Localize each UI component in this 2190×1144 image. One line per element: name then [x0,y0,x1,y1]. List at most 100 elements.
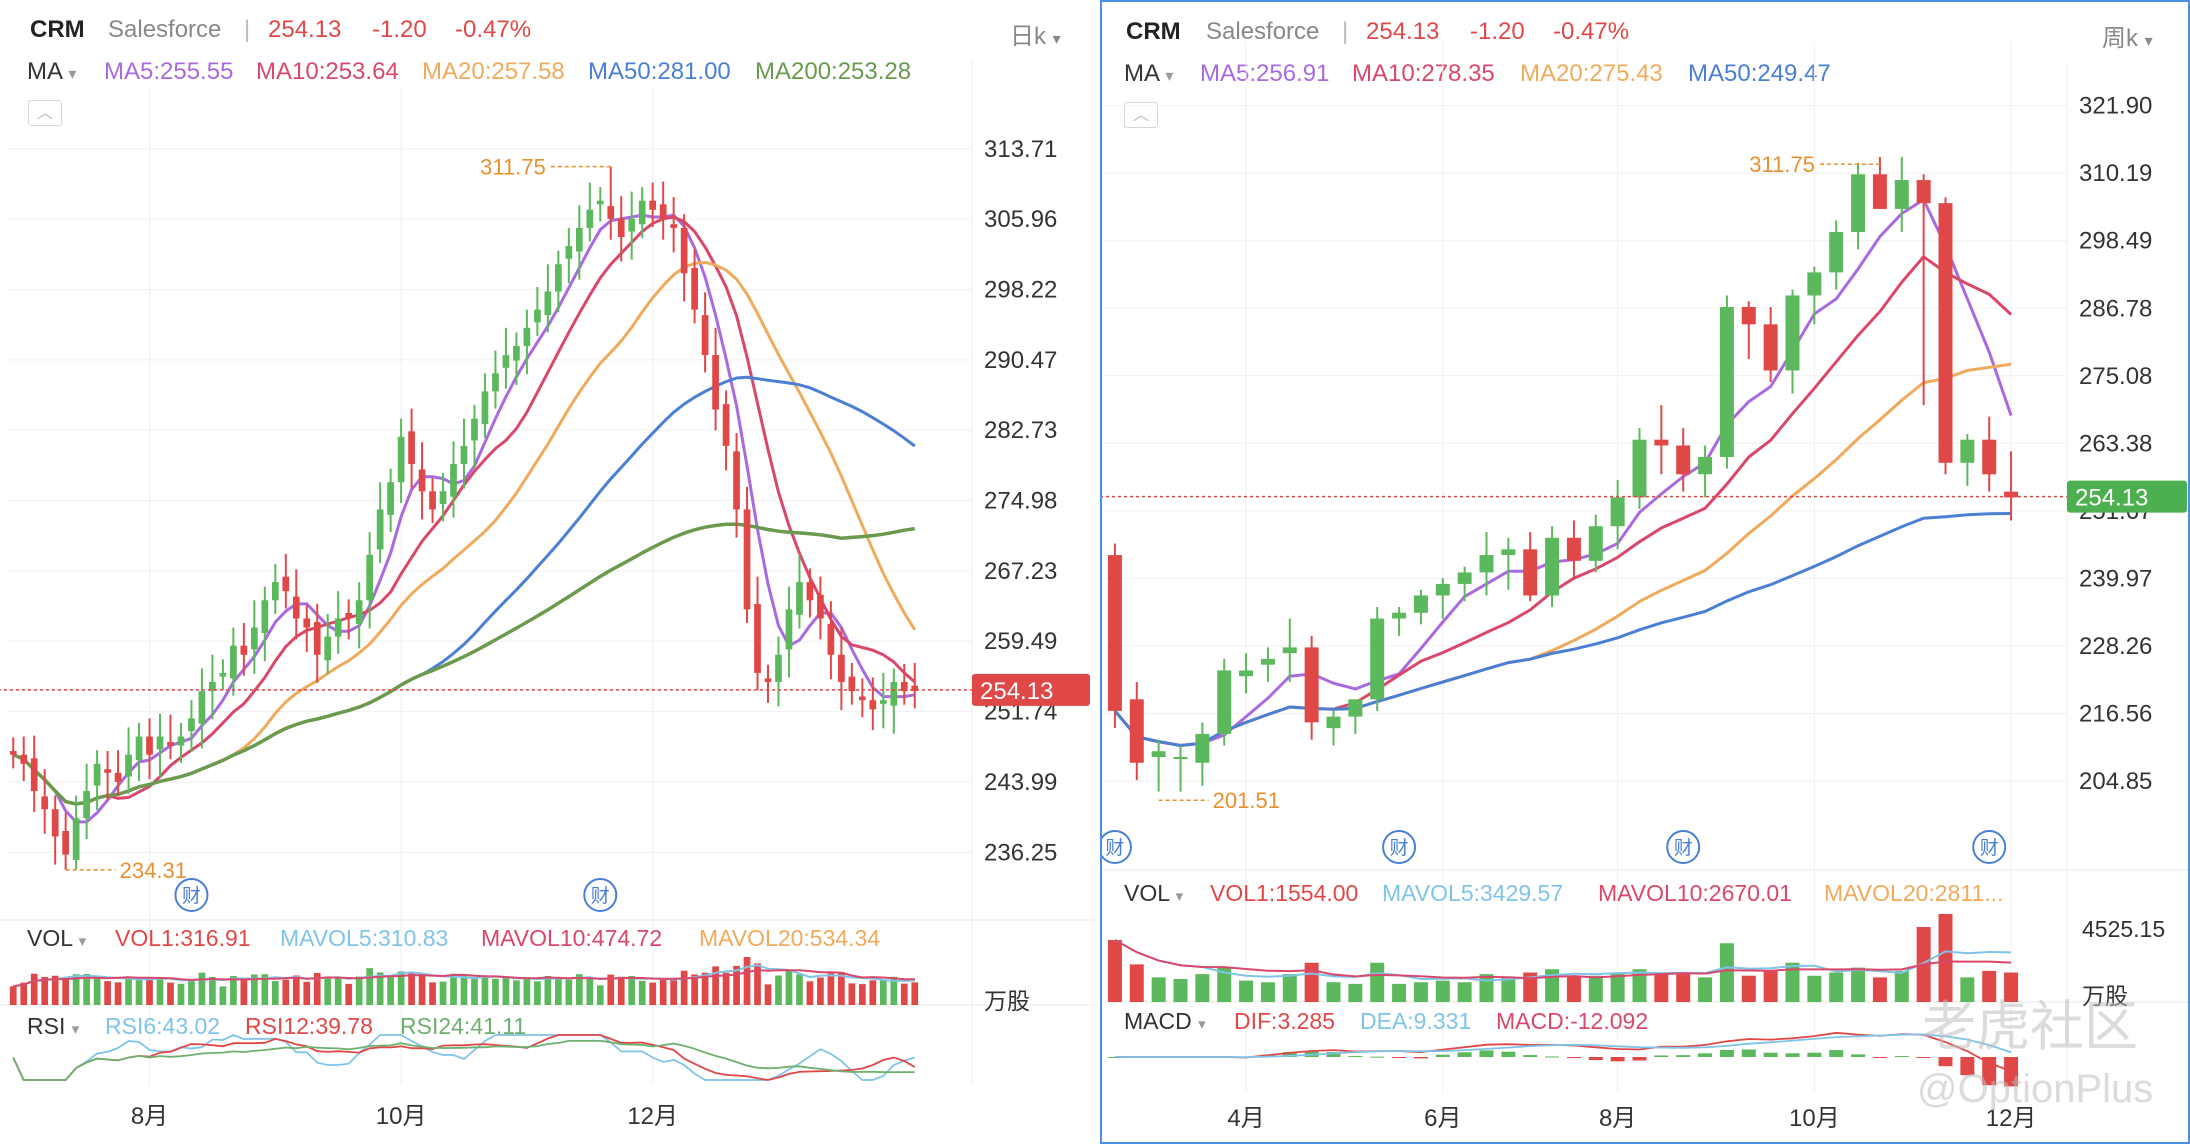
ma-selector[interactable]: MA ▾ [1124,60,1174,87]
last-price: 254.13 [268,16,342,43]
y-tick-label: 321.90 [2079,93,2152,120]
candle-up [450,464,457,497]
volume-bar [1392,983,1407,1002]
volume-bar [1304,962,1319,1002]
candle-down [303,618,311,628]
volume-bar [282,979,290,1005]
volume-bar [596,985,604,1005]
candle-up [586,209,594,228]
last-price-badge-text: 254.13 [2075,485,2148,512]
candle-up [198,691,206,724]
volume-bar [481,977,489,1005]
y-tick-label: 228.26 [2079,633,2152,660]
header-separator: | [244,16,251,43]
ma-selector[interactable]: MA ▾ [27,58,77,85]
volume-bar [177,983,185,1005]
volume-bar [1698,977,1713,1002]
macd-bar [1698,1053,1713,1057]
x-tick-label: 12月 [1986,1105,2037,1132]
volume-bar [219,986,227,1005]
candle-up [1151,751,1166,757]
ma20-line [12,260,917,806]
mavol20-value: MAVOL20:2811... [1824,880,2004,906]
macd-bar [1479,1050,1494,1057]
candle-up [177,736,185,746]
volume-bar [649,982,657,1005]
macd-bar [1545,1056,1560,1058]
volume-bar [502,978,510,1005]
volume-bar [607,974,615,1005]
volume-bar [1982,970,1997,1002]
volume-bar [51,975,59,1005]
candle-down [1107,555,1122,711]
mavol10-line [1114,939,2012,980]
collapse-toggle-button[interactable]: ︿ [28,100,62,126]
volume-bar [1326,982,1341,1002]
candle-up [1239,670,1254,677]
rsi-selector[interactable]: RSI ▾ [27,1013,80,1039]
chevron-down-icon: ▾ [1052,31,1061,48]
volume-bar [680,970,688,1005]
vol-selector-weekly[interactable]: VOL ▾ [1124,880,1184,906]
ma5-value: MA5:256.91 [1200,60,1330,87]
macd-value: MACD:-12.092 [1496,1008,1649,1034]
volume-bar [1370,962,1385,1002]
candle-up [83,791,90,819]
rsi24-line [12,1039,915,1081]
volume-bar [83,973,90,1005]
volume-bar [20,982,28,1005]
candle-down [827,623,835,655]
vol-selector-daily[interactable]: VOL ▾ [27,925,87,951]
volume-bar [1588,975,1603,1002]
volume-bar [1566,975,1581,1002]
candle-down [858,696,866,701]
volume-bar [691,974,698,1005]
candle-down [104,769,111,773]
candle-up [397,436,405,483]
y-tick-label: 259.49 [984,628,1057,655]
candle-up [775,654,782,683]
x-tick-label: 8月 [1599,1105,1636,1132]
candle-down [41,796,49,810]
candle-up [250,627,258,650]
candle-up [1632,439,1647,498]
volume-bar [554,977,562,1005]
volume-bar [1523,972,1538,1002]
volume-bar [1719,943,1734,1002]
earnings-icon [1972,830,2007,864]
volume-bar [1479,974,1494,1002]
macd-bar [1326,1052,1341,1057]
candle-up [890,682,898,706]
volume-bar [387,977,394,1005]
mavol5-value: MAVOL5:310.83 [280,925,449,951]
candle-down [1872,174,1887,209]
y-tick-label: 274.98 [984,488,1057,515]
mavol20-value: MAVOL20:534.34 [699,925,881,951]
collapse-toggle-button[interactable]: ︿ [1124,102,1158,128]
period-selector-daily[interactable]: 日k ▾ [1010,23,1061,50]
volume-bar [460,975,468,1005]
period-selector-weekly[interactable]: 周k ▾ [2102,25,2153,52]
candle-up [785,609,793,650]
macd-bar [1654,1055,1669,1057]
weekly-chart-panel: CRM Salesforce | 254.13 -1.20 -0.47% 周k … [1100,0,2190,1144]
candle-up [1479,555,1494,573]
candle-up [1785,295,1800,371]
candle-up [230,645,237,679]
volume-bar [743,957,751,1005]
volume-bar [523,977,531,1005]
macd-bar [1457,1052,1472,1057]
volume-bar [450,973,457,1005]
last-price-badge-text: 254.13 [980,678,1053,705]
macd-bar [1960,1057,1975,1076]
volume-bar [534,981,541,1005]
macd-selector[interactable]: MACD ▾ [1124,1008,1206,1034]
chevron-down-icon: ▾ [1165,68,1174,85]
watermark-handle: @OptionPlus [1917,1067,2154,1111]
company-name: Salesforce [108,16,222,43]
volume-bar [334,977,342,1005]
volume-bar [240,980,248,1005]
x-tick-label: 12月 [627,1103,678,1130]
candle-down [1938,203,1953,463]
candle-up [1807,272,1822,296]
